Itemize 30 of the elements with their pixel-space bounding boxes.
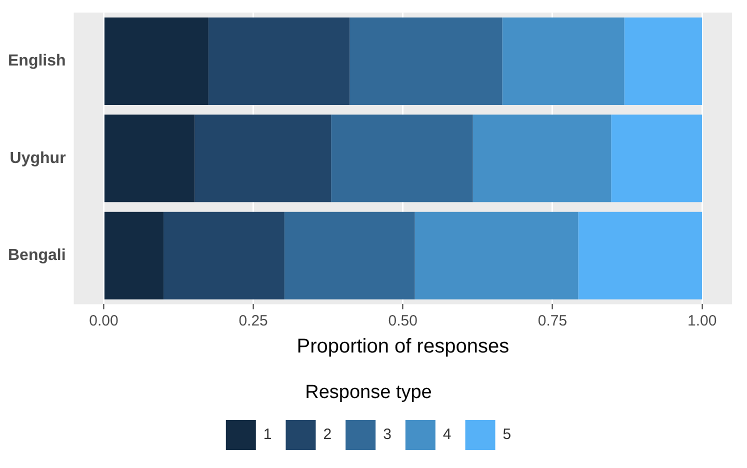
x-tick-label: 0.00 xyxy=(89,312,118,330)
bar xyxy=(104,212,164,300)
bar xyxy=(208,17,350,105)
bar xyxy=(194,114,332,202)
bar xyxy=(414,212,578,300)
y-tick-label: Uyghur xyxy=(10,150,66,167)
x-tick-label: 0.75 xyxy=(538,312,568,330)
legend-label: 1 xyxy=(263,426,272,444)
bar xyxy=(104,114,195,202)
bar xyxy=(104,17,208,105)
y-tick-label: English xyxy=(8,52,66,70)
legend-label: 4 xyxy=(442,426,452,444)
x-axis-title: Proportion of responses xyxy=(296,336,510,358)
bar xyxy=(284,212,415,300)
legend-label: 3 xyxy=(383,426,392,444)
bar xyxy=(611,114,702,202)
bar xyxy=(578,212,702,300)
bar xyxy=(624,17,702,105)
legend-label: 2 xyxy=(323,426,332,444)
bar xyxy=(472,114,612,202)
x-tick-label: 0.25 xyxy=(238,312,268,330)
legend-label: 5 xyxy=(502,426,512,444)
legend-title: Response type xyxy=(305,382,432,403)
bar xyxy=(350,17,502,105)
bar xyxy=(164,212,284,300)
x-tick-label: 0.50 xyxy=(388,312,418,330)
bar xyxy=(502,17,624,105)
x-tick-label: 1.00 xyxy=(687,312,717,330)
bar xyxy=(331,114,473,202)
y-tick-label: Bengali xyxy=(8,247,66,264)
